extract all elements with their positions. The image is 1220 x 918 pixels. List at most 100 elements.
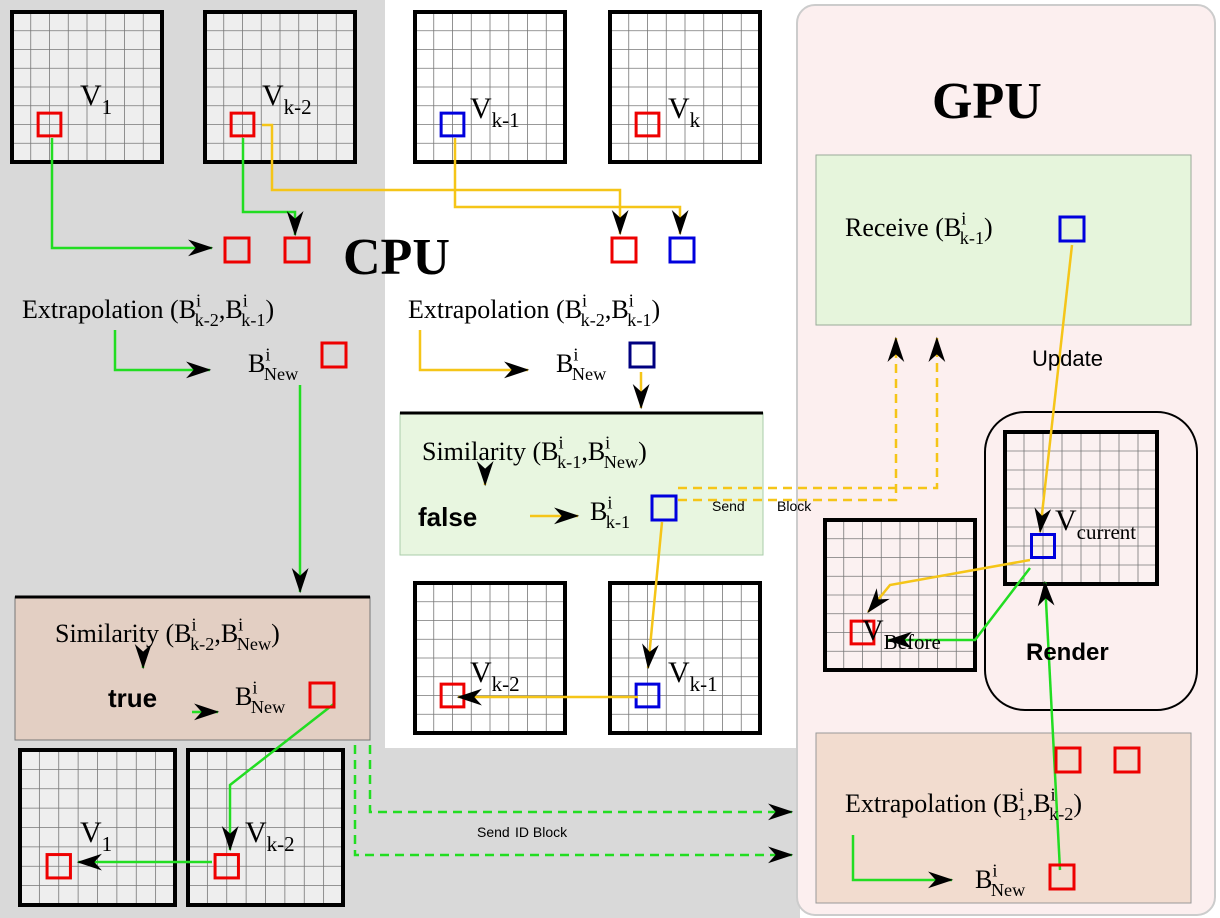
arrow xyxy=(1037,580,1062,871)
expr-text: B xyxy=(225,295,242,324)
block xyxy=(668,236,696,264)
similarity-box xyxy=(399,412,764,556)
arrow xyxy=(353,745,794,864)
expr-sub: k-1 xyxy=(557,452,581,472)
expr-text: V xyxy=(245,816,267,849)
extrapolation: Extrapolation (Bi 1,Bi k-2) xyxy=(845,784,1082,824)
arrow xyxy=(678,336,946,490)
expr-sup: i xyxy=(629,290,634,310)
block xyxy=(610,236,638,264)
expr-sub: 1 xyxy=(102,832,113,856)
expr-sup: i xyxy=(238,614,243,634)
block-new: Bi New xyxy=(556,344,607,384)
arrow xyxy=(50,138,214,257)
expr-text: B xyxy=(1002,789,1019,818)
expr-sub: k-2 xyxy=(581,310,605,330)
expr-text: ) xyxy=(984,213,993,242)
arrow xyxy=(642,521,664,670)
expr-text: ) xyxy=(266,295,275,324)
expr-text: V xyxy=(470,656,492,689)
expr-text: ) xyxy=(638,437,647,466)
expr-sub: k-1 xyxy=(606,512,630,532)
similarity: Similarity (Bi k-2,Bi New) xyxy=(55,614,280,654)
block xyxy=(628,341,656,369)
grid-frame xyxy=(1003,430,1159,586)
expr-sub: New xyxy=(251,697,286,717)
expr-sub: k xyxy=(690,108,701,132)
block xyxy=(223,236,251,264)
expr-sub: k-1 xyxy=(690,672,718,696)
expr-text: B xyxy=(541,437,558,466)
block xyxy=(308,681,336,709)
expr-text: ) xyxy=(271,619,280,648)
expr-text: B xyxy=(588,437,605,466)
block xyxy=(650,494,678,522)
arrow xyxy=(418,330,530,379)
grid-label: VBefore xyxy=(862,614,941,654)
expr-sup: i xyxy=(243,290,248,310)
expr-sub: k-1 xyxy=(627,310,651,330)
expr-sup: i xyxy=(196,290,201,310)
expr-text: B xyxy=(944,213,961,242)
id-block-label: ID Block xyxy=(515,824,568,840)
expr-text: V xyxy=(1055,504,1077,537)
cpu-title: CPU xyxy=(343,229,450,286)
expr-sub: New xyxy=(991,880,1026,900)
arrow xyxy=(886,567,1031,649)
expr-sub: New xyxy=(572,364,607,384)
grid-label: Vk-1 xyxy=(470,92,520,132)
arrow xyxy=(678,336,905,502)
highlight-cell xyxy=(45,853,72,880)
grid-frame xyxy=(18,748,177,907)
extrapolation: Extrapolation (Bi k-2,Bi k-1) xyxy=(22,290,274,330)
block xyxy=(1054,746,1082,774)
expr-sup: i xyxy=(265,344,270,364)
grid-label: Vk-1 xyxy=(668,656,718,696)
expr-text: Extrapolation ( xyxy=(408,295,565,324)
highlight-cell xyxy=(634,111,661,138)
expr-text: V xyxy=(80,816,102,849)
expr-sub: Before xyxy=(884,630,941,654)
arrow xyxy=(1034,244,1074,534)
expr-text: B xyxy=(975,865,992,894)
extrapolation: Extrapolation (Bi k-2,Bi k-1) xyxy=(408,290,660,330)
expr-text: B xyxy=(221,619,238,648)
block xyxy=(320,341,348,369)
expr-sup: i xyxy=(1019,784,1024,804)
block-new: Bi New xyxy=(248,344,299,384)
arrows xyxy=(50,123,1074,889)
grid-frame xyxy=(608,10,762,164)
grid-label: V1 xyxy=(80,79,112,119)
receive: Receive (Bi k-1) xyxy=(845,208,993,248)
expr-sub: k-2 xyxy=(1049,804,1073,824)
update-label: Update xyxy=(1032,346,1103,371)
highlight-cell xyxy=(36,111,63,138)
grid-label: Vk-2 xyxy=(262,79,312,119)
expr-text: B xyxy=(248,349,265,378)
expr-text: V xyxy=(80,79,102,112)
grid-frame xyxy=(413,581,567,735)
expr-text: V xyxy=(262,79,284,112)
extrap-gpu-box xyxy=(815,732,1192,904)
true-label: true xyxy=(108,683,157,713)
highlight-cell xyxy=(1030,533,1056,559)
render-label: Render xyxy=(1026,639,1109,666)
grid-label: V1 xyxy=(80,816,112,856)
grid-frame xyxy=(823,518,977,672)
arrow xyxy=(221,702,336,852)
highlight-cell xyxy=(849,619,876,646)
expr-sub: k-1 xyxy=(241,310,265,330)
expr-sub: k-2 xyxy=(492,672,520,696)
expr-text: , xyxy=(581,437,588,466)
expr-sup: i xyxy=(605,432,610,452)
render-box xyxy=(984,411,1198,711)
highlight-cell xyxy=(634,682,661,709)
expr-text: Similarity ( xyxy=(55,619,174,648)
false-label: false xyxy=(418,502,477,532)
expr-text: , xyxy=(219,295,226,324)
expr-text: B xyxy=(556,349,573,378)
expr-sup: i xyxy=(573,344,578,364)
expr-text: V xyxy=(668,92,690,125)
expr-sub: 1 xyxy=(102,95,113,119)
